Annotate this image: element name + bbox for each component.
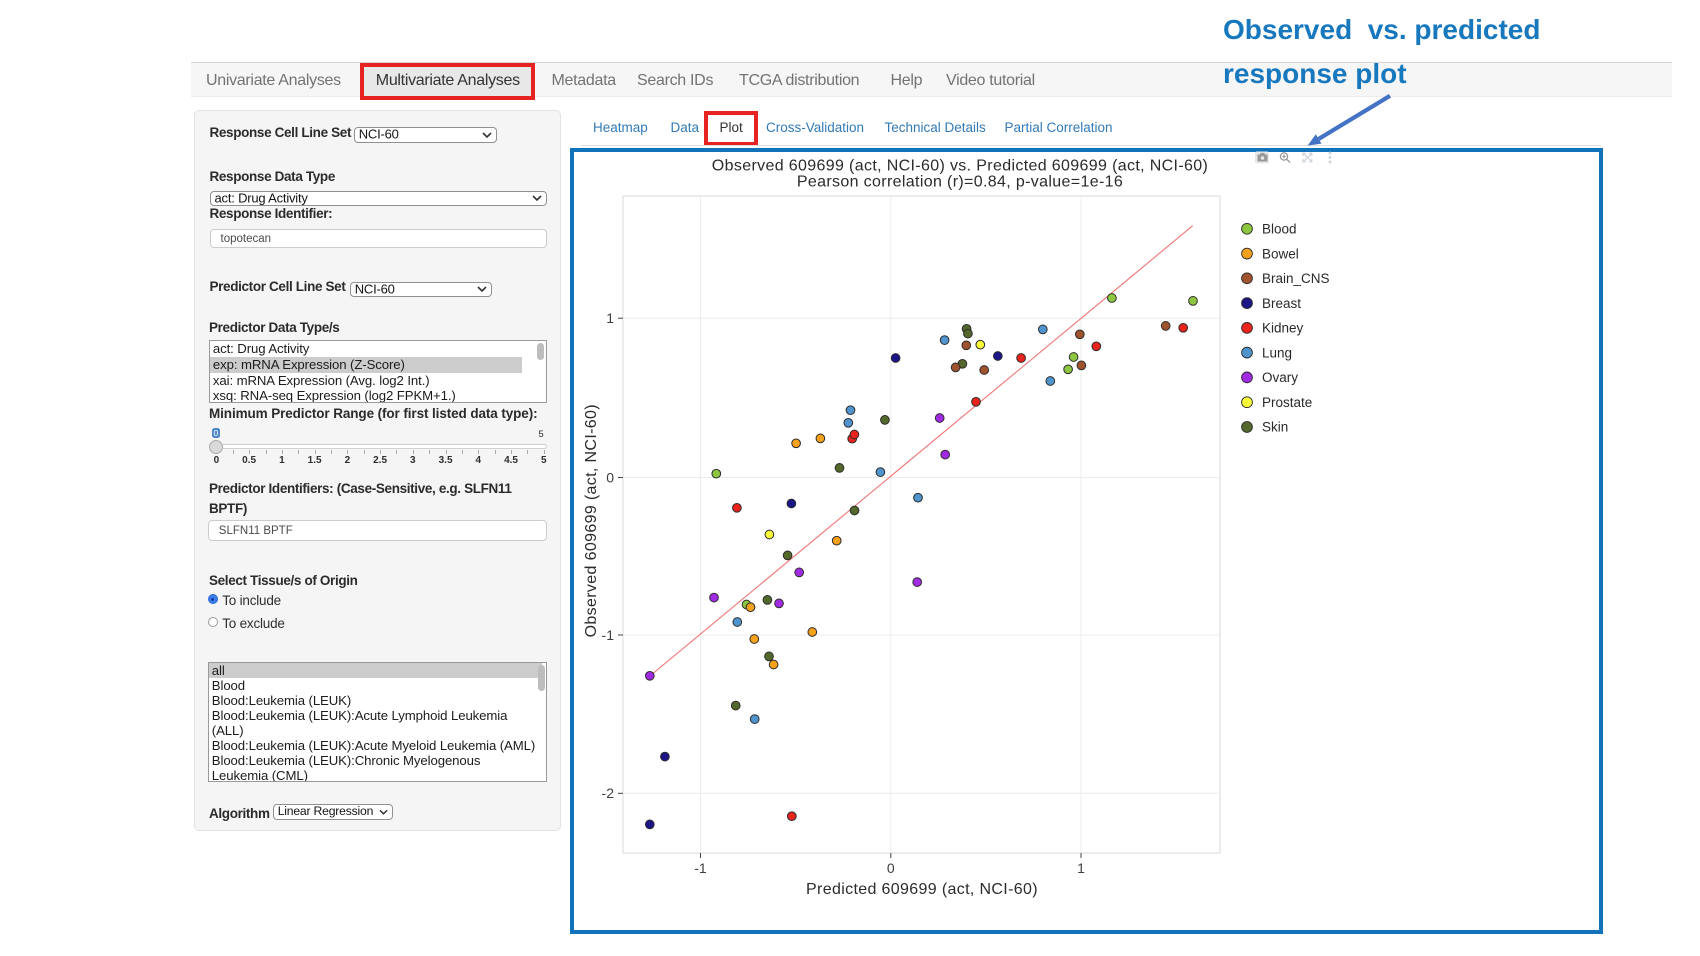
svg-text:Pearson correlation (r)=0.84,: Pearson correlation (r)=0.84, p-value=1e…	[797, 174, 1123, 191]
svg-text:Observed 609699 (act, NCI-60): Observed 609699 (act, NCI-60)	[583, 404, 600, 637]
svg-text:Bowel: Bowel	[1262, 246, 1299, 261]
svg-text:0: 0	[887, 860, 895, 876]
svg-text:Predicted 609699 (act, NCI-60): Predicted 609699 (act, NCI-60)	[806, 881, 1038, 898]
svg-text:Prostate: Prostate	[1262, 395, 1312, 410]
svg-text:Ovary: Ovary	[1262, 370, 1298, 385]
svg-text:Kidney: Kidney	[1262, 321, 1304, 336]
svg-text:-2: -2	[602, 785, 615, 801]
svg-text:0: 0	[606, 469, 614, 485]
svg-text:Brain_CNS: Brain_CNS	[1262, 271, 1330, 286]
svg-text:Observed 609699 (act, NCI-60): Observed 609699 (act, NCI-60) vs. Predic…	[712, 158, 1208, 175]
svg-text:Blood: Blood	[1262, 222, 1297, 237]
svg-text:-1: -1	[602, 627, 615, 643]
svg-text:1: 1	[606, 310, 614, 326]
svg-text:1: 1	[1077, 860, 1085, 876]
svg-text:Lung: Lung	[1262, 345, 1292, 360]
svg-text:Skin: Skin	[1262, 420, 1288, 435]
svg-text:-1: -1	[694, 860, 707, 876]
svg-text:Breast: Breast	[1262, 296, 1301, 311]
